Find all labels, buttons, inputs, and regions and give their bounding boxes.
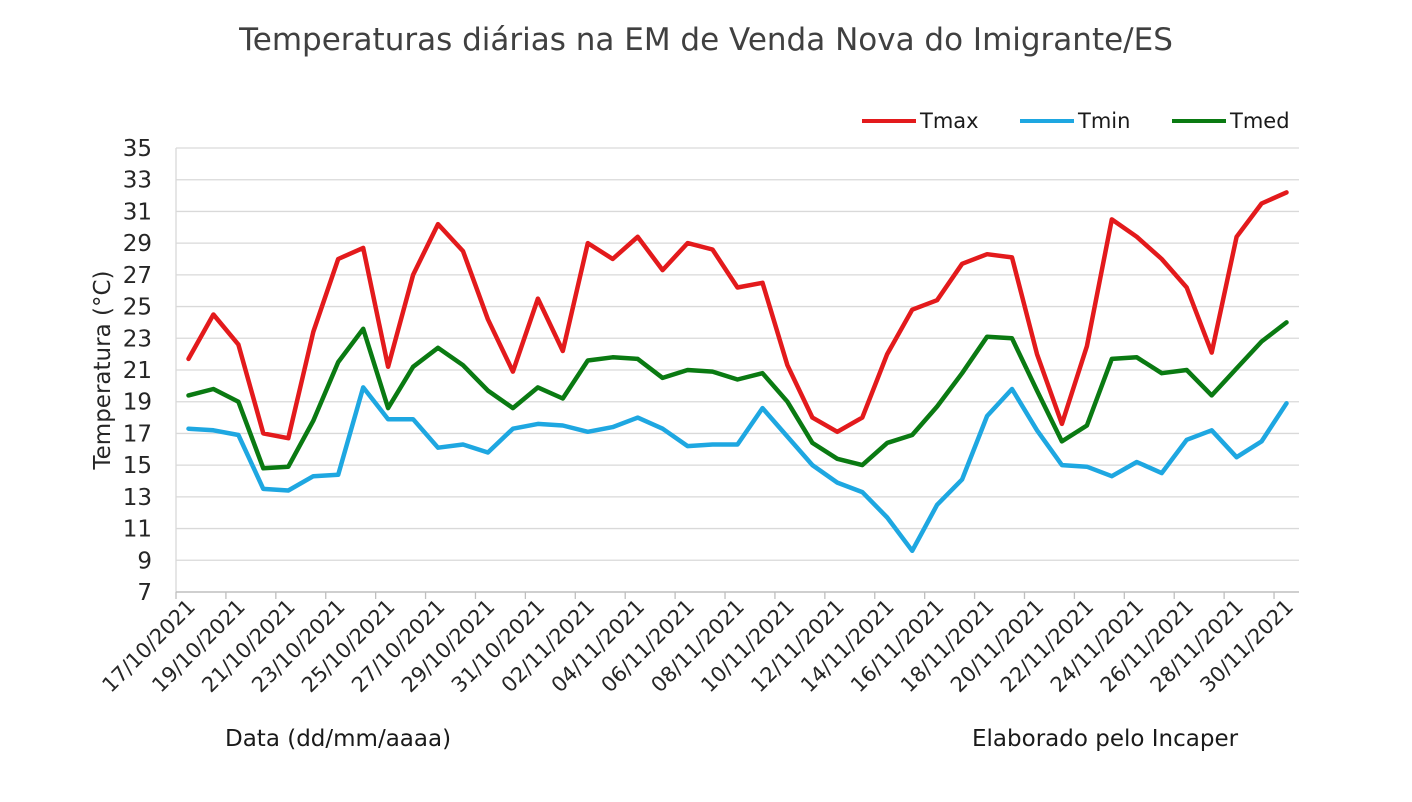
y-tick-label: 33 bbox=[123, 168, 152, 194]
credit-note: Elaborado pelo Incaper bbox=[972, 726, 1239, 752]
y-tick-label: 11 bbox=[123, 517, 152, 543]
y-tick-label: 7 bbox=[137, 580, 152, 606]
series-line-tmed bbox=[186, 320, 1289, 471]
legend-label-tmin: Tmin bbox=[1078, 109, 1131, 133]
y-tick-label: 25 bbox=[123, 295, 152, 321]
y-tick-label: 27 bbox=[123, 263, 152, 289]
y-tick-label: 9 bbox=[137, 548, 152, 574]
legend-item-tmin: Tmin bbox=[1020, 108, 1130, 134]
legend-swatch-tmax bbox=[862, 119, 916, 123]
legend-swatch-tmed bbox=[1172, 119, 1226, 123]
legend-swatch-tmin bbox=[1020, 119, 1074, 123]
y-tick-label: 17 bbox=[123, 421, 152, 447]
y-tick-label: 31 bbox=[123, 199, 152, 225]
y-tick-label: 29 bbox=[123, 231, 152, 257]
legend-label-tmax: Tmax bbox=[920, 109, 979, 133]
x-axis-title: Data (dd/mm/aaaa) bbox=[225, 726, 452, 752]
series-line-tmin bbox=[186, 385, 1289, 554]
y-tick-label: 19 bbox=[123, 390, 152, 416]
y-tick-label: 15 bbox=[123, 453, 152, 479]
chart-title: Temperaturas diárias na EM de Venda Nova… bbox=[239, 22, 1173, 58]
y-tick-label: 35 bbox=[123, 136, 152, 162]
y-tick-label: 23 bbox=[123, 326, 152, 352]
legend-label-tmed: Tmed bbox=[1230, 109, 1290, 133]
legend-item-tmed: Tmed bbox=[1172, 108, 1290, 134]
legend-item-tmax: Tmax bbox=[862, 108, 979, 134]
y-tick-label: 21 bbox=[123, 358, 152, 384]
series-line-tmax bbox=[186, 190, 1289, 441]
y-tick-label: 13 bbox=[123, 485, 152, 511]
